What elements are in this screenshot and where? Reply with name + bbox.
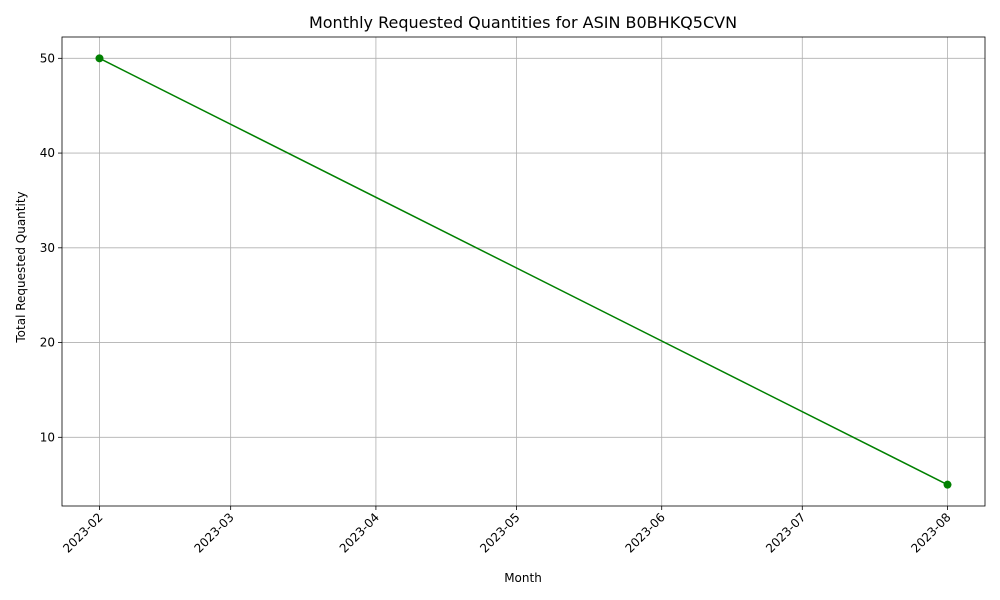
- y-tick-label: 40: [40, 146, 55, 160]
- series-line: [99, 57, 948, 486]
- grid: [62, 37, 985, 506]
- chart-title: Monthly Requested Quantities for ASIN B0…: [309, 13, 737, 32]
- x-tick-label: 2023-02: [60, 510, 105, 555]
- plot-area: [95, 54, 952, 489]
- axes-frame: [61, 36, 986, 507]
- x-tick-label: 2023-06: [622, 510, 667, 555]
- x-tick-label: 2023-03: [191, 510, 236, 555]
- x-axis-label: Month: [504, 571, 542, 585]
- x-tick-label: 2023-05: [477, 510, 522, 555]
- x-tick-label: 2023-04: [337, 510, 382, 555]
- y-tick-label: 50: [40, 51, 55, 65]
- data-point: [943, 480, 952, 489]
- data-point: [95, 54, 104, 63]
- y-tick-label: 20: [40, 336, 55, 350]
- y-axis-label: Total Requested Quantity: [14, 191, 28, 343]
- y-tick-label: 30: [40, 241, 55, 255]
- x-tick-label: 2023-08: [908, 510, 953, 555]
- y-tick-label: 10: [40, 430, 55, 444]
- axis-ticks: 2023-02 2023-03 2023-04 2023-05 2023-06 2023-…: [40, 51, 954, 555]
- x-tick-label: 2023-07: [763, 510, 808, 555]
